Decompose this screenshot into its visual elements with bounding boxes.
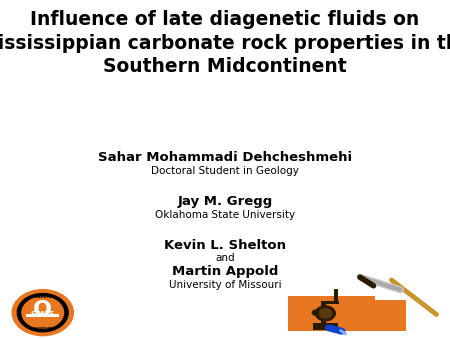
Text: STATE: STATE	[31, 311, 55, 317]
Text: University of Missouri: University of Missouri	[169, 280, 281, 290]
FancyBboxPatch shape	[288, 296, 374, 303]
Text: OKLAHOMA: OKLAHOMA	[32, 295, 54, 299]
FancyBboxPatch shape	[321, 301, 326, 323]
Circle shape	[22, 297, 63, 328]
FancyBboxPatch shape	[313, 323, 338, 330]
Text: Martin Appold: Martin Appold	[172, 265, 278, 278]
FancyBboxPatch shape	[321, 301, 339, 304]
Text: and: and	[215, 253, 235, 263]
Circle shape	[319, 309, 332, 318]
FancyBboxPatch shape	[288, 299, 406, 331]
FancyBboxPatch shape	[26, 314, 59, 317]
Circle shape	[315, 306, 335, 321]
Text: O: O	[33, 300, 52, 320]
Text: Jay M. Gregg: Jay M. Gregg	[177, 195, 273, 208]
Text: Kevin L. Shelton: Kevin L. Shelton	[164, 239, 286, 251]
Text: Oklahoma State University: Oklahoma State University	[155, 210, 295, 220]
Text: Sahar Mohammadi Dehcheshmehi: Sahar Mohammadi Dehcheshmehi	[98, 151, 352, 164]
Text: UNIVERSITY: UNIVERSITY	[31, 327, 55, 331]
Text: Doctoral Student in Geology: Doctoral Student in Geology	[151, 166, 299, 176]
Text: Influence of late diagenetic fluids on
Mississippian carbonate rock properties i: Influence of late diagenetic fluids on M…	[0, 10, 450, 76]
Circle shape	[12, 290, 73, 336]
FancyBboxPatch shape	[334, 289, 338, 301]
Circle shape	[18, 294, 68, 332]
Circle shape	[312, 310, 319, 315]
